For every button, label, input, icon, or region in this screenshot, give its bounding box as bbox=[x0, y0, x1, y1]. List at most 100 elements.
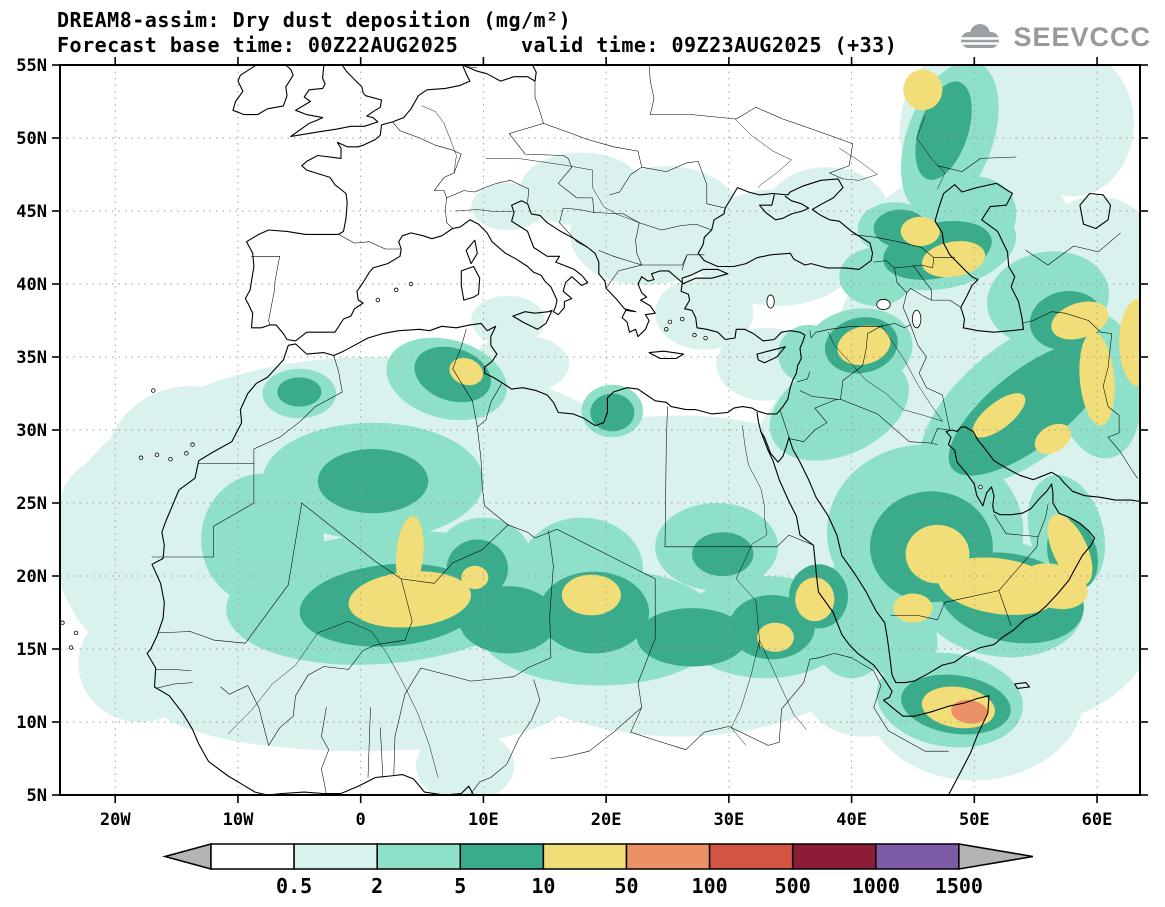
country-border bbox=[664, 534, 814, 548]
dust-contour bbox=[201, 473, 324, 606]
country-border bbox=[1102, 333, 1120, 438]
cloud-icon bbox=[958, 24, 1003, 48]
country-border bbox=[681, 254, 688, 271]
coastline bbox=[244, 65, 683, 342]
river bbox=[880, 324, 943, 422]
country-border bbox=[910, 324, 951, 431]
country-border bbox=[558, 183, 595, 213]
country-border bbox=[1037, 504, 1049, 537]
country-border bbox=[534, 80, 544, 124]
river bbox=[731, 639, 760, 746]
country-border bbox=[641, 161, 726, 209]
country-border bbox=[155, 682, 193, 689]
lat-tick-label: 50N bbox=[16, 129, 47, 149]
country-border bbox=[452, 329, 478, 428]
lon-tick-label: 30E bbox=[714, 810, 745, 830]
country-border bbox=[780, 410, 790, 438]
country-border bbox=[605, 264, 642, 289]
country-border bbox=[507, 524, 656, 580]
island bbox=[667, 319, 673, 325]
country-border bbox=[912, 264, 932, 301]
dust-contour bbox=[520, 152, 643, 226]
coastline bbox=[460, 265, 481, 301]
country-border bbox=[477, 383, 503, 428]
lon-tick-label: 40E bbox=[836, 810, 867, 830]
legend-label: 1000 bbox=[852, 874, 900, 898]
country-border bbox=[931, 428, 951, 444]
island bbox=[68, 645, 74, 650]
dust-contour bbox=[863, 605, 938, 679]
country-border bbox=[842, 326, 882, 381]
chart-subtitle: Forecast base time: 00Z22AUG2025 valid t… bbox=[57, 33, 898, 57]
river bbox=[421, 105, 457, 174]
dust-contour bbox=[461, 565, 489, 590]
dust-contour bbox=[1079, 332, 1115, 426]
country-border bbox=[321, 707, 330, 794]
dust-contour bbox=[951, 699, 988, 724]
lon-tick-label: 60E bbox=[1082, 810, 1113, 830]
dust-contour bbox=[777, 324, 840, 384]
map: 55N 50N 45N 40N 35N 30N 25N 20N 15N 10N 5N 20W 10W 0 1… bbox=[16, 56, 1148, 830]
dust-contour bbox=[1119, 298, 1140, 387]
legend-arrow-right bbox=[958, 843, 1034, 870]
country-border bbox=[477, 426, 509, 526]
river bbox=[839, 147, 878, 181]
dust-contour bbox=[900, 216, 940, 246]
dust-contour bbox=[903, 69, 943, 111]
logo-text: SEEVCCC bbox=[1013, 21, 1151, 52]
country-border bbox=[392, 121, 462, 174]
country-border bbox=[292, 578, 413, 717]
country-border bbox=[1021, 311, 1113, 334]
legend-cell bbox=[376, 843, 462, 870]
country-border bbox=[1025, 232, 1121, 266]
country-border bbox=[890, 590, 1000, 621]
lat-tick-label: 15N bbox=[16, 640, 47, 660]
country-border bbox=[469, 679, 541, 795]
country-border bbox=[639, 222, 712, 231]
island bbox=[154, 452, 160, 458]
country-border bbox=[809, 323, 911, 339]
river bbox=[485, 158, 640, 223]
dust-contour bbox=[1034, 423, 1072, 454]
country-border bbox=[851, 234, 955, 258]
country-border bbox=[393, 694, 406, 775]
country-border bbox=[155, 669, 192, 672]
island bbox=[692, 332, 697, 338]
country-border bbox=[404, 667, 528, 695]
dust-contour bbox=[152, 649, 570, 752]
river bbox=[734, 118, 792, 188]
dust-contour bbox=[636, 608, 748, 667]
lat-tick-label: 30N bbox=[16, 421, 47, 441]
legend-cell bbox=[708, 843, 794, 870]
river bbox=[759, 639, 807, 730]
country-border bbox=[937, 156, 1017, 172]
island bbox=[703, 335, 708, 341]
dust-contour bbox=[655, 276, 754, 350]
dust-contour bbox=[893, 593, 933, 623]
island bbox=[73, 630, 79, 636]
dust-contour bbox=[449, 357, 483, 386]
dust-contour bbox=[415, 729, 515, 795]
country-border bbox=[650, 107, 854, 145]
country-border bbox=[635, 222, 642, 266]
gridlines bbox=[60, 65, 1140, 795]
lon-tick-label: 50E bbox=[959, 810, 990, 830]
country-border bbox=[380, 727, 384, 777]
dust-contour bbox=[1051, 301, 1109, 340]
country-border bbox=[998, 590, 1012, 626]
color-scale-legend: 0.5 2 5 10 50 100 500 1000 1500 bbox=[162, 843, 1034, 898]
country-border bbox=[630, 578, 656, 733]
river bbox=[916, 115, 946, 190]
country-border bbox=[558, 158, 573, 184]
coastline bbox=[934, 182, 1024, 333]
country-border bbox=[778, 653, 882, 743]
lat-tick-label: 55N bbox=[16, 56, 47, 76]
island bbox=[680, 316, 685, 322]
island bbox=[184, 451, 189, 456]
coastlines bbox=[60, 65, 1140, 795]
legend-label: 500 bbox=[775, 874, 811, 898]
country-border bbox=[527, 530, 554, 669]
chart-title: DREAM8-assim: Dry dust deposition (mg/m²… bbox=[57, 8, 572, 32]
coastline bbox=[512, 309, 553, 330]
